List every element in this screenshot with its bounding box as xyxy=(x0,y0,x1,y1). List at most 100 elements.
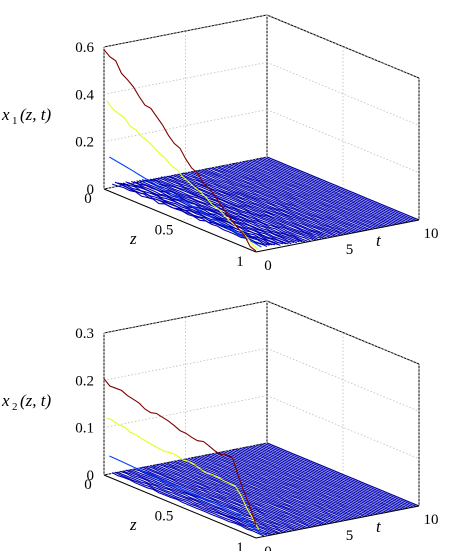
surface-line xyxy=(160,463,314,528)
surface-line xyxy=(174,460,327,525)
z-tick-label: 0 xyxy=(84,477,92,493)
box-edge xyxy=(103,300,268,334)
value-axis-label-args: (z, t) xyxy=(20,391,52,410)
value-axis-label-main: x xyxy=(1,105,10,124)
surface-line xyxy=(206,167,360,233)
t-tick-label: 0 xyxy=(264,258,272,274)
surface-line xyxy=(185,458,338,523)
value-tick-label: 0 xyxy=(87,468,95,484)
surface-line xyxy=(212,453,365,518)
surface-line xyxy=(144,466,298,531)
surface-line xyxy=(133,181,287,245)
gridline xyxy=(266,347,420,412)
t-axis-label: t xyxy=(376,231,382,250)
surface-line xyxy=(220,165,374,230)
surface-line xyxy=(117,471,270,536)
surface-line xyxy=(231,163,384,228)
surface-line xyxy=(261,443,414,508)
surface-line xyxy=(215,166,368,231)
surface-line xyxy=(182,172,336,237)
surface-line xyxy=(136,467,289,533)
surface-line xyxy=(264,442,417,508)
surface-line xyxy=(215,452,368,517)
surface-line xyxy=(136,180,289,245)
surface-line xyxy=(258,444,412,509)
surface-line xyxy=(141,466,295,531)
surface-line xyxy=(155,177,308,242)
surface-line xyxy=(223,450,376,515)
value-axis-label-main: x xyxy=(1,391,10,410)
t-tick-label: 5 xyxy=(346,242,354,258)
z-tick-label: 1 xyxy=(236,540,244,551)
surface-line xyxy=(109,455,262,535)
z-tick-label: 0.5 xyxy=(155,223,174,239)
surface-line xyxy=(236,448,390,513)
surface-line xyxy=(111,472,265,537)
value-axis-label: x 1 (z, t) xyxy=(1,105,52,127)
surface-line xyxy=(217,166,371,231)
surface-line xyxy=(250,159,403,224)
surface-line xyxy=(193,456,346,521)
z-tick-label: 0.5 xyxy=(155,509,174,525)
surface-line xyxy=(206,454,360,519)
surface-line xyxy=(103,378,257,526)
surface-line xyxy=(114,181,268,247)
surface-line xyxy=(266,442,420,507)
z-axis-label: z xyxy=(129,229,137,248)
surface-line xyxy=(193,170,346,235)
surface-line xyxy=(253,159,406,224)
surface-line xyxy=(152,178,306,243)
surface-line xyxy=(258,158,412,223)
surface-line xyxy=(217,452,371,517)
surface-line xyxy=(239,447,393,512)
surface-line xyxy=(261,157,414,222)
value-tick-label: 0.6 xyxy=(75,40,94,56)
surface-line xyxy=(201,169,355,234)
surface-mesh xyxy=(103,378,420,537)
surface-line xyxy=(223,164,376,229)
surface-line xyxy=(114,471,268,536)
surface-line xyxy=(147,178,300,243)
axes-front-edges xyxy=(103,474,420,539)
surface-line xyxy=(198,455,352,520)
surface-line xyxy=(204,168,357,233)
surface-line xyxy=(250,445,403,510)
surface-line xyxy=(228,449,382,514)
z-tick-label: 1 xyxy=(236,254,244,270)
surface-line xyxy=(160,176,314,241)
surface-line xyxy=(158,463,311,528)
surface-line xyxy=(226,450,379,515)
surface-line xyxy=(103,49,257,252)
surface-line xyxy=(247,160,401,225)
surface-line xyxy=(122,182,276,246)
surface-line xyxy=(196,170,349,235)
surface-line xyxy=(201,455,355,520)
surface-line xyxy=(242,447,395,512)
surface-line xyxy=(171,461,325,526)
surface-line xyxy=(245,160,398,225)
surface-line xyxy=(209,167,363,232)
box-edge xyxy=(103,14,268,48)
surface-line xyxy=(152,464,306,529)
surface-line xyxy=(236,162,390,227)
surface-line xyxy=(242,161,395,226)
gridline xyxy=(266,300,420,365)
surface-line xyxy=(220,451,374,516)
t-tick-label: 0 xyxy=(264,544,272,551)
surface-line xyxy=(163,462,317,527)
surface-line xyxy=(228,163,382,228)
surface-line xyxy=(196,456,349,521)
surface-line xyxy=(158,177,311,242)
surface-line xyxy=(174,173,327,239)
surface-line xyxy=(106,417,260,530)
surface-line xyxy=(255,158,409,223)
surface-line xyxy=(109,156,262,248)
surface-line xyxy=(188,171,341,236)
gridline xyxy=(266,109,420,174)
t-axis-label: t xyxy=(376,517,382,536)
surface-line xyxy=(150,178,303,243)
t-tick-label: 5 xyxy=(346,528,354,544)
axis-z xyxy=(103,188,257,253)
